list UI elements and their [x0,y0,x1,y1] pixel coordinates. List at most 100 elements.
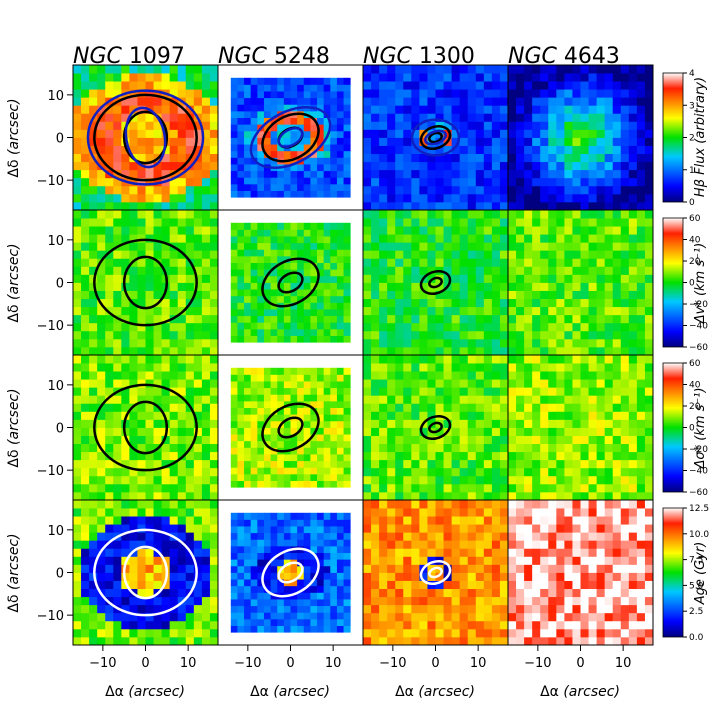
map-cell [129,636,138,646]
map-cell [277,249,285,257]
map-cell [336,572,344,580]
map-cell [129,89,138,98]
map-cell [343,335,351,343]
map-cell [145,620,154,630]
map-cell [636,298,646,308]
map-cell [451,242,461,251]
map-cell [81,137,90,146]
map-cell [270,183,278,191]
map-cell [169,620,179,630]
map-cell [451,298,461,308]
map-cell [336,420,344,428]
map-cell [564,387,573,396]
map-cell [244,104,252,112]
map-cell [532,491,541,501]
map-cell [310,545,318,553]
map-cell [129,516,138,525]
map-cell [336,144,344,152]
map-cell [81,427,90,436]
map-cell [330,309,338,317]
map-cell [604,475,614,485]
map-cell [419,218,428,227]
map-cell [628,250,638,259]
map-cell [508,210,517,219]
map-cell [257,236,265,244]
map-cell [564,346,573,356]
map-cell [201,355,211,364]
map-cell [250,164,258,172]
map-cell [435,113,444,122]
map-cell [257,625,265,633]
map-cell [371,620,380,630]
map-cell [244,618,252,626]
map-cell [483,274,493,283]
map-cell [499,459,509,469]
map-cell [572,314,581,324]
map-cell [580,355,589,364]
map-cell [263,249,271,257]
map-cell [491,475,501,485]
map-cell [411,475,420,485]
map-cell [283,427,291,435]
map-cell [564,282,573,291]
map-cell [604,89,614,98]
map-cell [209,524,219,533]
ring-contour-inner [428,276,443,289]
map-cell [336,315,344,323]
map-cell [185,491,195,501]
map-cell [97,459,106,469]
map-cell [403,161,412,171]
map-cell [105,556,114,565]
map-cell [277,322,285,330]
map-cell [612,467,622,477]
map-cell [237,414,245,422]
map-cell [644,193,654,203]
map-cell [371,556,380,565]
map-cell [73,580,82,590]
map-cell [97,580,106,590]
map-cell [343,480,351,488]
map-cell [596,395,606,404]
map-cell [419,226,428,235]
map-cell [153,218,163,227]
map-cell [257,137,265,145]
map-cell [153,97,163,106]
map-cell [193,427,203,436]
map-cell [475,234,485,243]
map-cell [620,105,630,114]
map-cell [636,113,646,122]
map-cell [596,89,606,98]
map-cell [89,338,98,348]
map-cell [89,411,98,420]
map-cell [508,73,517,82]
map-cell [237,275,245,283]
map-cell [113,596,122,606]
map-cell [201,467,211,477]
map-cell [483,628,493,638]
map-cell [548,298,557,308]
map-cell [323,295,331,303]
map-cell [411,411,420,420]
map-cell [556,266,565,275]
map-cell [556,338,565,348]
map-cell [317,295,325,303]
map-cell [81,387,90,396]
map-cell [475,572,485,581]
map-cell [303,579,311,587]
map-cell [532,355,541,364]
map-cell [113,371,122,380]
map-cell [250,545,258,553]
map-cell [297,177,305,185]
map-cell [257,91,265,99]
map-cell [317,618,325,626]
map-cell [129,500,138,509]
map-cell [297,565,305,573]
map-cell [483,169,493,179]
map-cell [443,97,453,106]
map-cell [193,395,203,404]
map-cell [596,467,606,477]
map-cell [556,242,565,251]
map-cell [105,322,114,332]
map-cell [532,193,541,203]
map-cell [572,306,581,316]
